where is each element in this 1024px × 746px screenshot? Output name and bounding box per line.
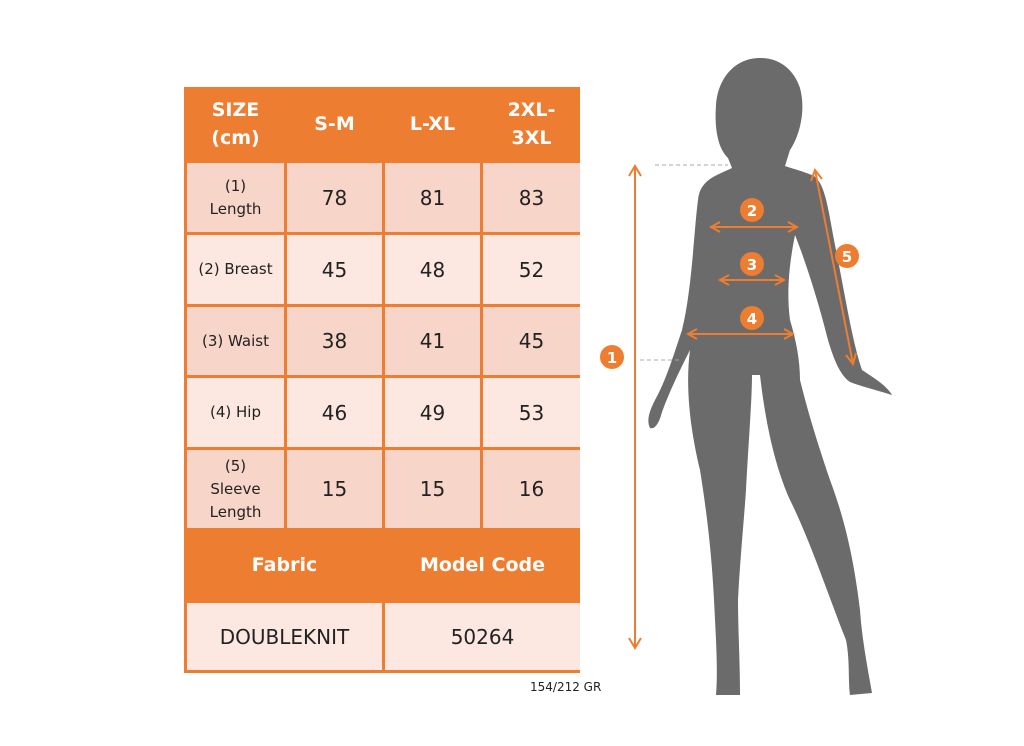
row-label: (2) Breast (187, 235, 284, 304)
size-value: 41 (385, 307, 480, 375)
cell-text: (5) (224, 456, 247, 475)
size-value: 16 (483, 450, 580, 528)
cell-text: S-M (314, 113, 355, 135)
model-code-value-text: 50264 (450, 624, 515, 649)
header-cell: L-XL (385, 90, 480, 158)
svg-text:4: 4 (747, 310, 757, 328)
model-code-header: Model Code (385, 531, 580, 598)
row-label: (4) Hip (187, 378, 284, 447)
cell-text: (3) Waist (202, 331, 269, 350)
size-value: 49 (385, 378, 480, 447)
svg-text:5: 5 (842, 248, 852, 266)
waist-arrow (717, 274, 787, 286)
cell-text: (1) (224, 176, 247, 195)
fabric-header: Fabric (187, 531, 382, 598)
marker-4: 4 (740, 306, 764, 330)
size-value: 45 (483, 307, 580, 375)
sleeve-arrow (810, 167, 857, 367)
size-value: 38 (287, 307, 382, 375)
svg-text:2: 2 (747, 202, 757, 220)
cell-text: L-XL (409, 113, 456, 135)
size-value: 15 (287, 450, 382, 528)
size-value: 53 (483, 378, 580, 447)
cell-text: (2) Breast (198, 260, 273, 278)
header-cell-2xl-3xl-text: 2XL-3XL (507, 99, 556, 149)
model-code-header-text: Model Code (419, 553, 546, 576)
cell-text: Length (209, 502, 262, 521)
cell-text: Sleeve (210, 479, 261, 498)
svg-text:3: 3 (747, 256, 757, 274)
size-value: 83 (483, 163, 580, 232)
marker-1: 1 (600, 345, 624, 369)
size-value: 78 (287, 163, 382, 232)
breast-arrow (708, 221, 800, 233)
cell-text: (cm) (211, 127, 260, 149)
size-value: 48 (385, 235, 480, 304)
cell-text: (4) Hip (210, 403, 261, 421)
model-code-value: 50264 (385, 603, 580, 670)
row-label: (3) Waist (187, 307, 284, 375)
size-value: 81 (385, 163, 480, 232)
length-arrow (628, 164, 642, 650)
size-value: 45 (287, 235, 382, 304)
header-cell: S-M (287, 90, 382, 158)
header-cell: SIZE (cm) (187, 90, 284, 158)
hip-arrow (685, 328, 796, 340)
weight-note: 154/212 GR (530, 680, 602, 694)
fabric-header-text: Fabric (251, 553, 318, 576)
fabric-value-text: DOUBLEKNIT (219, 624, 350, 649)
size-value: 52 (483, 235, 580, 304)
cell-text: SIZE (211, 99, 260, 121)
cell-text: Length (209, 199, 262, 218)
row-label: (1) Length (187, 163, 284, 232)
marker-5: 5 (835, 244, 859, 268)
row-label: (5) Sleeve Length (187, 450, 284, 528)
fabric-value: DOUBLEKNIT (187, 603, 382, 670)
header-cell-2xl-3xl: 2XL-3XL (483, 90, 580, 158)
marker-2: 2 (740, 198, 764, 222)
silhouette (648, 58, 892, 695)
size-value: 46 (287, 378, 382, 447)
size-table: SIZE (cm) S-M L-XL 2XL-3XL (1) Length 78 81 83 (2)… (184, 87, 580, 673)
size-value: 15 (385, 450, 480, 528)
marker-3: 3 (740, 252, 764, 276)
svg-text:1: 1 (607, 349, 617, 367)
